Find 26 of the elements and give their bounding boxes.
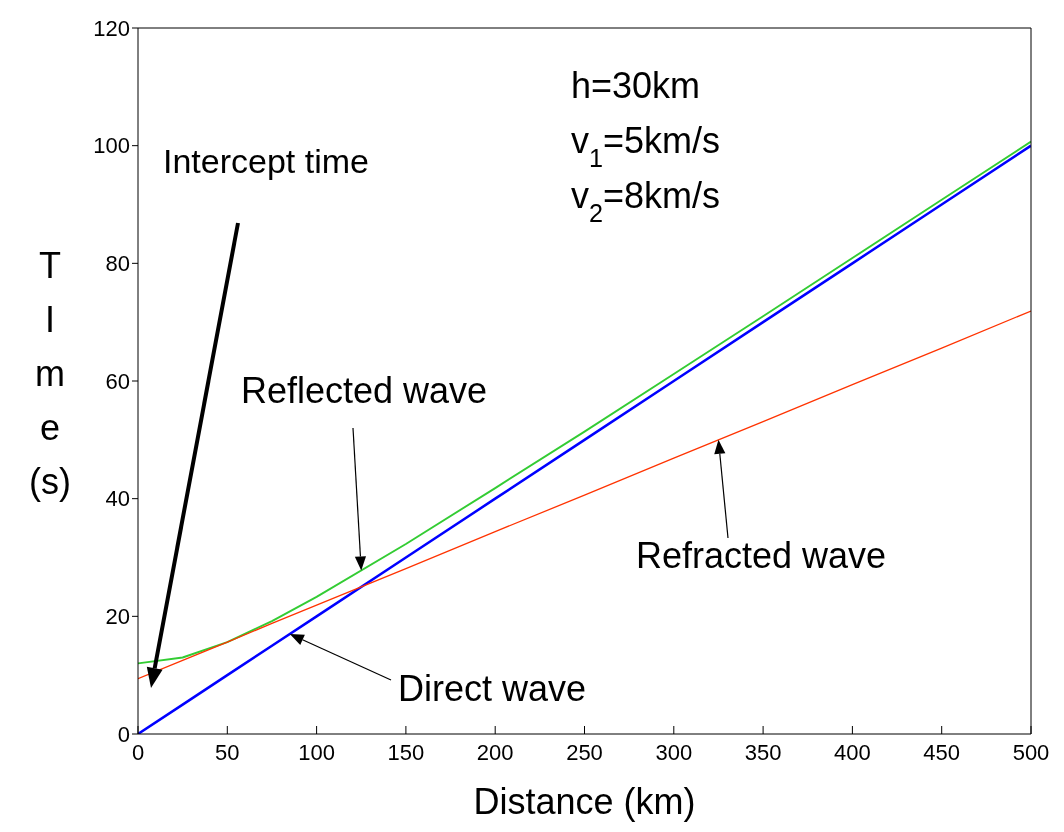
y-tick-label: 40	[105, 486, 130, 512]
y-tick-label: 20	[105, 604, 130, 630]
x-axis-title: Distance (km)	[473, 781, 696, 822]
x-tick-label: 450	[923, 739, 961, 765]
x-tick-label: 300	[655, 739, 693, 765]
x-tick-label: 50	[215, 739, 240, 765]
x-tick-label: 200	[476, 739, 514, 765]
y-axis-title: TIme (s)	[29, 245, 71, 502]
y-tick-label: 100	[93, 133, 130, 159]
x-tick-label: 150	[387, 739, 425, 765]
y-tick-label: 0	[117, 721, 130, 747]
annotation: v$_{2}$=8km/s	[571, 175, 721, 227]
annotation: v$_{1}$=5km/s	[571, 120, 721, 172]
x-tick-label: 350	[744, 739, 782, 765]
x-tick-label: 500	[1012, 739, 1050, 765]
series-label: Refracted wave	[636, 535, 887, 576]
text: Direct wave	[398, 668, 587, 709]
annotation: Intercept time	[163, 142, 369, 180]
x-tick-label: 400	[834, 739, 871, 765]
y-tick-label: 120	[93, 15, 130, 41]
x-tick-label: 250	[566, 739, 603, 765]
y-tick-label: 80	[105, 251, 130, 277]
x-tick-label: 100	[298, 739, 335, 765]
y-tick-label: 60	[105, 368, 130, 394]
annotation: h=30km	[571, 65, 701, 106]
series-label: Reflected wave	[241, 370, 488, 411]
